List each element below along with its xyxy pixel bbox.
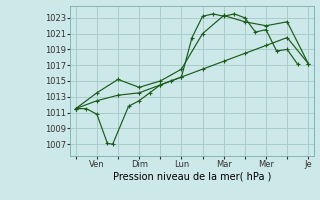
X-axis label: Pression niveau de la mer( hPa ): Pression niveau de la mer( hPa ) bbox=[113, 172, 271, 182]
